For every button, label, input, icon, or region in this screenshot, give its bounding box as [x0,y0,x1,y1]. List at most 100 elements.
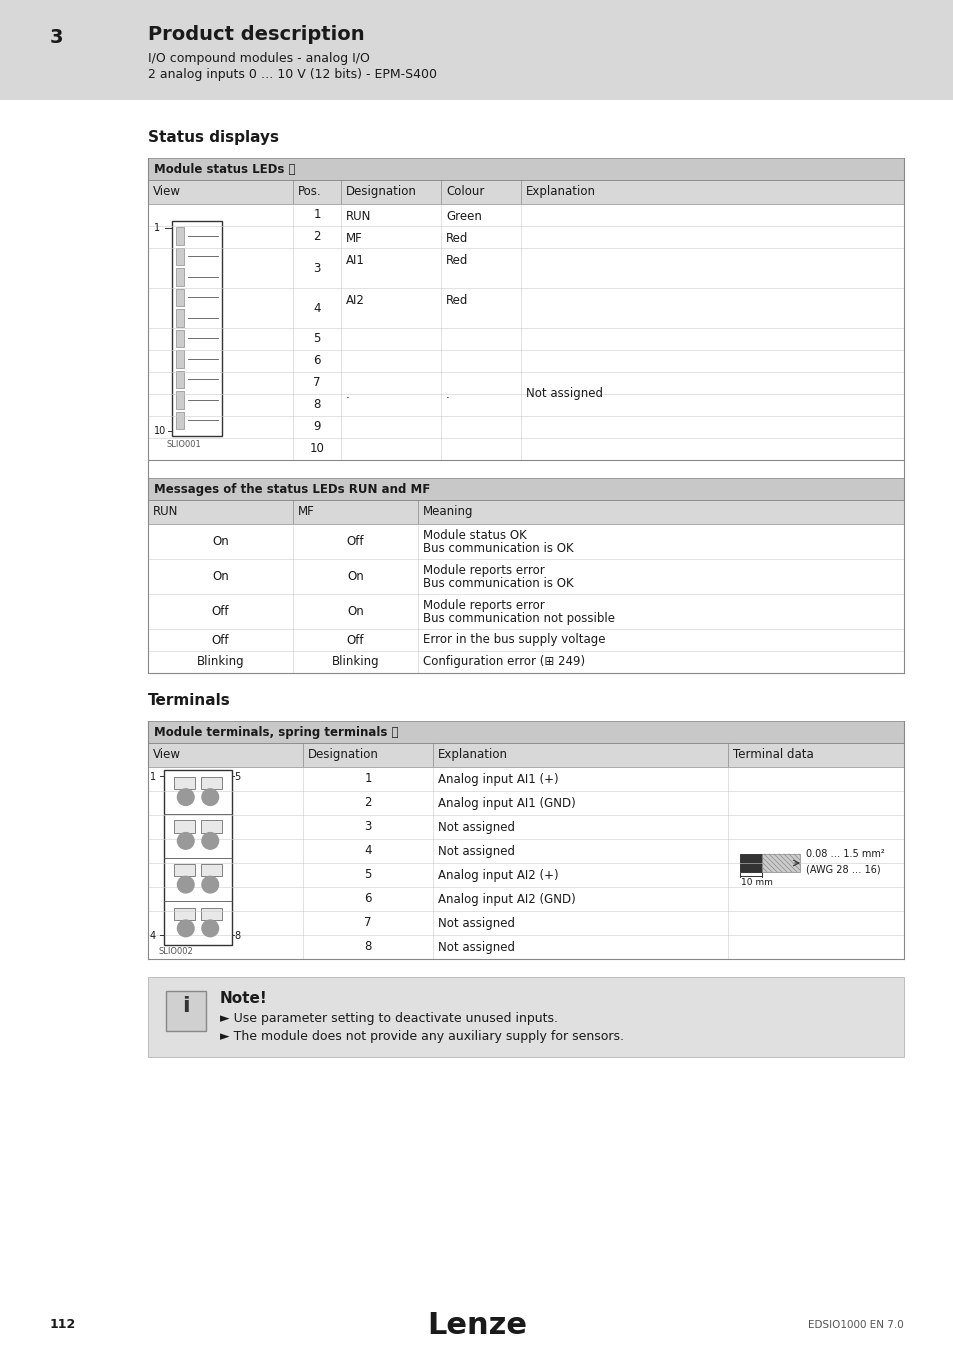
Text: 1: 1 [313,208,320,221]
Bar [148,288,903,328]
Bar [148,437,903,460]
Text: 1: 1 [150,772,156,782]
Text: Designation: Designation [346,185,416,198]
Text: AI2: AI2 [346,294,364,306]
Bar [740,855,761,872]
Text: Red: Red [446,254,468,267]
Bar [175,329,184,347]
Bar [200,907,222,921]
Text: 4: 4 [150,931,156,941]
Text: Blinking: Blinking [332,656,379,668]
Bar [148,743,903,767]
Text: 3: 3 [313,262,320,274]
Bar [148,911,903,936]
Bar [148,863,903,887]
Bar [166,991,206,1031]
Text: On: On [347,605,363,618]
Text: Bus communication is OK: Bus communication is OK [422,541,573,555]
Bar [148,977,903,1057]
Text: Analog input AI1 (+): Analog input AI1 (+) [437,772,558,786]
Bar [200,821,222,833]
Text: RUN: RUN [346,211,371,223]
Bar [148,887,903,911]
Text: 10: 10 [309,443,324,455]
Text: Not assigned: Not assigned [525,387,602,401]
Text: 3: 3 [364,821,372,833]
Text: Module reports error: Module reports error [422,599,544,612]
Text: 6: 6 [313,355,320,367]
Bar [172,221,222,436]
Text: 7: 7 [313,377,320,390]
Text: Module status OK: Module status OK [422,529,526,541]
Bar [761,855,800,872]
Bar [148,350,903,373]
Text: 3: 3 [50,28,64,47]
Bar [148,838,903,863]
Bar [148,559,903,594]
Bar [173,907,195,921]
Text: 8: 8 [313,398,320,412]
Bar [148,394,903,416]
Text: Red: Red [446,232,468,244]
Bar [148,651,903,674]
Text: Analog input AI1 (GND): Analog input AI1 (GND) [437,796,576,810]
Text: Meaning: Meaning [422,505,473,518]
Text: On: On [347,570,363,583]
Text: 0.08 … 1.5 mm²: 0.08 … 1.5 mm² [805,849,883,859]
Circle shape [202,876,218,892]
Circle shape [177,876,193,892]
Text: Off: Off [346,633,364,647]
Text: Not assigned: Not assigned [437,845,515,857]
Bar [148,328,903,350]
Bar [175,289,184,306]
Circle shape [177,833,193,849]
Text: Designation: Designation [308,748,378,761]
Text: 112: 112 [50,1319,76,1331]
Text: 7: 7 [364,917,372,930]
Text: Bus communication is OK: Bus communication is OK [422,576,573,590]
Bar [148,594,903,629]
Bar [175,412,184,429]
Bar [148,721,903,743]
Text: 2: 2 [364,796,372,810]
Text: 8: 8 [364,941,372,953]
Circle shape [202,788,218,806]
Text: Bus communication not possible: Bus communication not possible [422,612,615,625]
Bar [173,776,195,788]
Text: 5: 5 [313,332,320,346]
Text: 10 mm: 10 mm [740,878,772,887]
Text: Colour: Colour [446,185,484,198]
Bar [148,248,903,288]
Text: Module status LEDs Ⓐ: Module status LEDs Ⓐ [153,163,295,176]
Text: (AWG 28 … 16): (AWG 28 … 16) [805,864,880,873]
Text: 2 analog inputs 0 … 10 V (12 bits) - EPM-S400: 2 analog inputs 0 … 10 V (12 bits) - EPM… [148,68,436,81]
Text: On: On [212,535,229,548]
Text: Status displays: Status displays [148,130,278,144]
Text: .: . [446,387,449,401]
Text: ► The module does not provide any auxiliary supply for sensors.: ► The module does not provide any auxili… [220,1030,623,1044]
Text: Green: Green [446,211,481,223]
Text: Blinking: Blinking [196,656,244,668]
Bar [148,416,903,437]
Bar [148,225,903,248]
Text: .: . [346,387,350,401]
Text: 4: 4 [313,301,320,315]
Bar [148,767,903,791]
Text: Product description: Product description [148,26,364,45]
Bar [175,247,184,265]
Bar [148,500,903,524]
Circle shape [202,921,218,937]
Bar [173,864,195,876]
Text: SLIO001: SLIO001 [167,440,201,450]
Text: Explanation: Explanation [525,185,596,198]
Bar [164,769,232,945]
Text: Module terminals, spring terminals Ⓑ: Module terminals, spring terminals Ⓑ [153,726,398,738]
Bar [175,227,184,244]
Text: 1: 1 [364,772,372,786]
Text: 2: 2 [313,231,320,243]
Bar [0,0,953,100]
Text: I/O compound modules - analog I/O: I/O compound modules - analog I/O [148,53,370,65]
Text: Messages of the status LEDs RUN and MF: Messages of the status LEDs RUN and MF [153,483,430,495]
Text: Lenze: Lenze [427,1311,526,1339]
Bar [175,350,184,367]
